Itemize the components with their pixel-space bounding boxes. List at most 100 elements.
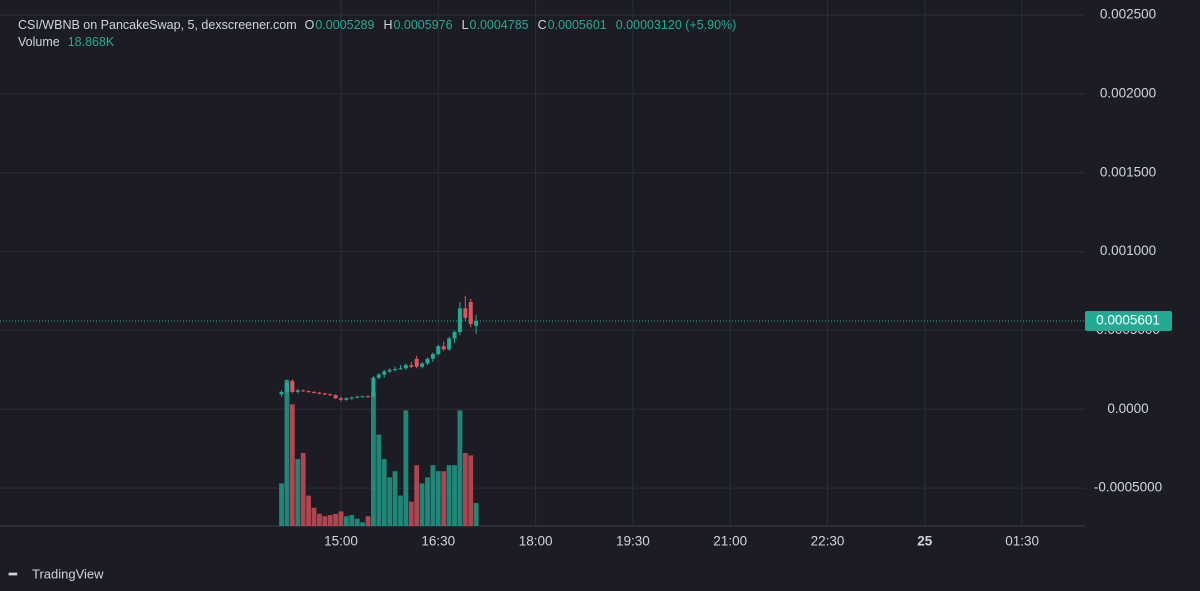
y-tick-label: 0.001000 [1100, 243, 1156, 258]
legend-value: 0.0005976 [393, 18, 453, 32]
legend: CSI/WBNB on PancakeSwap, 5, dexscreener.… [18, 17, 745, 51]
legend-value: 0.0005289 [315, 18, 375, 32]
candle-body [328, 394, 333, 396]
legend-letter: L [461, 18, 469, 32]
volume-bar [419, 483, 425, 526]
candle-body [290, 380, 295, 392]
volume-bar [327, 515, 333, 526]
legend-value: 0.0005601 [547, 18, 607, 32]
volume-bar [311, 507, 317, 526]
candle-body [393, 369, 398, 371]
volume-bar [333, 513, 338, 526]
volume-bar [441, 471, 447, 526]
candle-body [452, 332, 457, 339]
y-tick-label: 0.002000 [1100, 85, 1156, 100]
candle-body [279, 391, 284, 395]
x-tick-label: 16:30 [421, 534, 455, 549]
candle-body [447, 338, 452, 350]
candle-body [403, 365, 408, 369]
x-tick-label: 18:00 [519, 534, 553, 549]
candle-body [463, 308, 468, 318]
volume-bar [462, 453, 468, 526]
watermark: TradingView [32, 566, 104, 581]
volume-bar [468, 455, 474, 526]
y-tick-label: 0.001500 [1100, 164, 1156, 179]
candle-body [366, 396, 371, 398]
volume-bar [322, 516, 328, 526]
volume-bar [371, 392, 376, 526]
candle-body [306, 391, 311, 393]
volume-bar [473, 503, 479, 526]
volume-bar [279, 483, 284, 526]
candle-body [360, 396, 365, 398]
chart-title: CSI/WBNB on PancakeSwap, 5, dexscreener.… [18, 18, 297, 32]
volume-bar [338, 511, 344, 526]
volume-bar [360, 522, 366, 526]
candle-body [322, 393, 327, 395]
x-tick-label: 25 [917, 534, 933, 549]
candle-body [284, 382, 289, 392]
candle-body [441, 346, 446, 350]
y-tick-label: 0.002500 [1100, 7, 1156, 22]
x-tick-label: 22:30 [811, 534, 845, 549]
volume-bar [354, 518, 360, 526]
volume-bar [392, 471, 398, 526]
logo-mark: ━ [8, 566, 18, 581]
price-box [1085, 310, 1172, 331]
candle-body [311, 391, 316, 393]
legend-value: 0.0004785 [469, 18, 529, 32]
volume-bar [425, 477, 430, 526]
volume-bar [403, 410, 409, 526]
candle-body [474, 320, 479, 326]
volume-bar [289, 404, 295, 526]
candle-body [457, 308, 462, 333]
volume-value: 18.868K [67, 35, 115, 49]
volume-bar [349, 515, 355, 526]
legend-row: CSI/WBNB on PancakeSwap, 5, dexscreener.… [18, 17, 745, 34]
candle-body [317, 392, 322, 394]
volume-bar [452, 465, 457, 526]
volume-bar [446, 465, 452, 526]
volume-bar [398, 495, 403, 526]
candle-body [430, 354, 435, 359]
volume-bar [387, 477, 393, 526]
volume-bar [365, 516, 371, 526]
legend-row: Volume 18.868K [18, 34, 745, 51]
candle-body [344, 398, 349, 400]
volume-bar [300, 453, 306, 526]
legend-letter: H [383, 18, 393, 32]
candle-body [355, 396, 360, 398]
x-tick-label: 15:00 [324, 534, 358, 549]
candle-body [301, 390, 306, 392]
candle-body [376, 374, 381, 378]
volume-bar [316, 513, 322, 526]
candle-body [414, 358, 419, 367]
candle-body [371, 377, 376, 397]
volume-name: Volume [18, 35, 60, 49]
candle-body [349, 397, 354, 399]
price-label: 0.0005601 [1096, 313, 1160, 328]
volume-bar [435, 471, 441, 526]
candle-body [339, 398, 343, 400]
x-tick-label: 21:00 [713, 534, 747, 549]
legend-letter: C [537, 18, 547, 32]
volume-bar [376, 434, 382, 526]
y-tick-label: -0.0005000 [1094, 480, 1162, 495]
volume-bar [408, 501, 414, 526]
candle-body [387, 369, 392, 372]
y-tick-label: 0.0000 [1107, 401, 1148, 416]
legend-letter: O [304, 18, 315, 32]
candle-body [295, 390, 300, 392]
volume-bar [295, 459, 301, 526]
candle-body [409, 365, 414, 367]
candle-body [468, 302, 473, 325]
volume-bar [414, 465, 420, 526]
volume-bar [344, 516, 349, 526]
x-tick-label: 19:30 [616, 534, 650, 549]
volume-bar [306, 495, 311, 526]
candle-body [398, 368, 403, 370]
candle-body [333, 395, 338, 399]
candle-body [425, 358, 430, 364]
